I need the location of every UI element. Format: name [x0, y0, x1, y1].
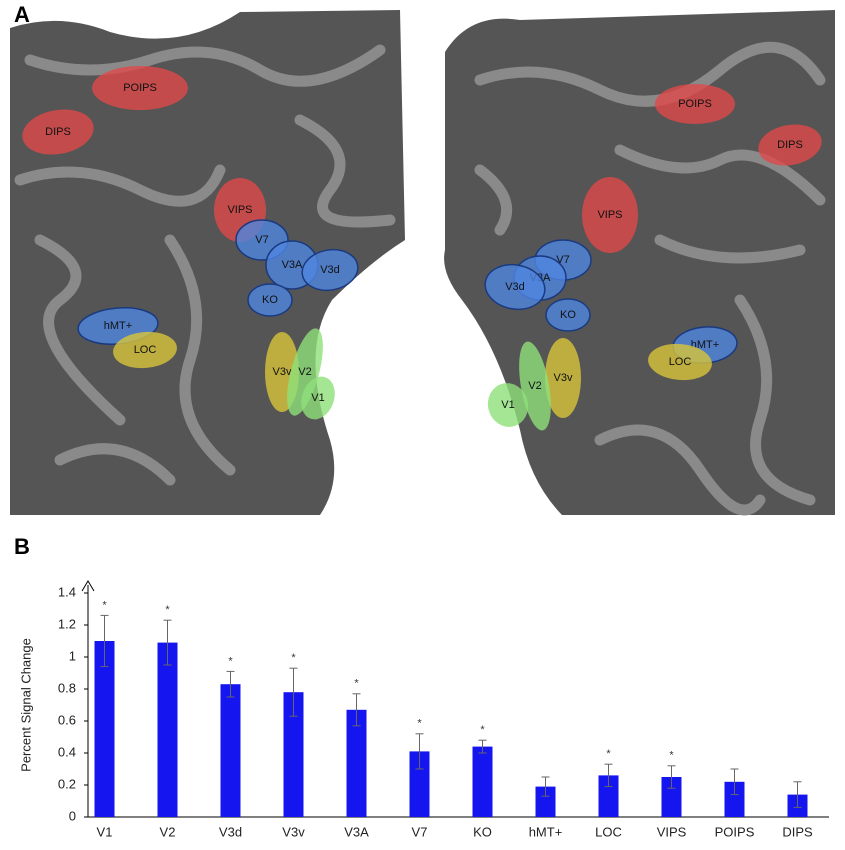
- bar: [724, 781, 745, 817]
- error-bar: [163, 619, 172, 666]
- roi-label: V3v: [273, 366, 292, 378]
- error-bar: [604, 763, 613, 788]
- roi: [758, 124, 822, 166]
- error-bar: [415, 733, 424, 770]
- roi-label: POIPS: [123, 82, 157, 94]
- roi: [301, 376, 335, 420]
- roi-label: V7: [255, 234, 268, 246]
- roi-label: KO: [262, 294, 278, 306]
- x-tick-label: DIPS: [782, 824, 813, 839]
- y-axis-arrow: [81, 580, 95, 592]
- bar: [409, 751, 430, 817]
- roi: [247, 283, 293, 317]
- roi: [655, 84, 735, 124]
- roi: [287, 328, 323, 416]
- bar: [598, 775, 619, 817]
- panel-label: A: [14, 2, 30, 27]
- roi-label: V3d: [320, 264, 340, 276]
- x-tick-label: V3d: [219, 824, 242, 839]
- error-bar: [667, 765, 676, 789]
- bar: [535, 786, 556, 817]
- significance-mark: *: [228, 655, 233, 667]
- error-bar: [730, 768, 739, 796]
- x-tick-label: V3v: [282, 824, 305, 839]
- bar: [157, 642, 178, 817]
- roi: [487, 383, 529, 427]
- significance-mark: *: [165, 604, 170, 616]
- roi-label: V3v: [554, 372, 573, 384]
- significance-mark: *: [480, 724, 485, 736]
- roi-label: hMT+: [104, 320, 132, 332]
- y-tick-label: 1.2: [58, 616, 76, 631]
- y-tick-label: 1.4: [58, 584, 76, 599]
- error-bar: [478, 739, 487, 754]
- roi-label: V1: [311, 392, 324, 404]
- y-tick-label: 0: [69, 808, 76, 823]
- roi-label: VIPS: [597, 209, 622, 221]
- error-bar: [289, 667, 298, 717]
- roi-label: DIPS: [45, 126, 71, 138]
- roi: [301, 248, 359, 292]
- error-bar: [100, 614, 109, 668]
- error-bar: [541, 776, 550, 797]
- significance-mark: *: [669, 750, 674, 762]
- x-tick-label: V2: [160, 824, 176, 839]
- right-hemisphere: [444, 10, 835, 515]
- bar: [220, 684, 241, 817]
- y-axis-title: Percent Signal Change: [18, 638, 33, 772]
- roi: [582, 177, 638, 253]
- roi-label: V2: [528, 380, 541, 392]
- x-tick-label: POIPS: [715, 824, 755, 839]
- roi-label: LOC: [134, 344, 157, 356]
- bar: [346, 709, 367, 817]
- significance-mark: *: [606, 748, 611, 760]
- sulci: [14, 41, 826, 516]
- roi: [22, 109, 94, 155]
- x-tick-label: V3A: [344, 824, 369, 839]
- x-tick-label: V1: [97, 824, 113, 839]
- roi: [545, 298, 591, 332]
- error-bar: [793, 781, 802, 808]
- roi: [648, 343, 712, 381]
- roi-label: DIPS: [777, 139, 803, 151]
- x-tick-label: hMT+: [529, 824, 563, 839]
- significance-mark: *: [102, 599, 107, 611]
- x-tick-label: LOC: [595, 824, 622, 839]
- significance-mark: *: [291, 652, 296, 664]
- bar: [472, 746, 493, 817]
- y-tick-label: 0.6: [58, 712, 76, 727]
- roi: [545, 338, 581, 418]
- roi: [113, 331, 177, 369]
- y-tick-label: 0.2: [58, 776, 76, 791]
- y-tick-label: 1: [69, 648, 76, 663]
- roi-label: V3d: [505, 281, 525, 293]
- bar: [661, 777, 682, 817]
- x-tick-label: VIPS: [657, 824, 687, 839]
- x-tick-label: KO: [473, 824, 492, 839]
- panel-label: B: [14, 534, 30, 559]
- roi-label: KO: [560, 309, 576, 321]
- significance-mark: *: [417, 718, 422, 730]
- y-tick-label: 0.8: [58, 680, 76, 695]
- roi-label: V1: [501, 399, 514, 411]
- error-bar: [352, 693, 361, 727]
- x-tick-label: V7: [412, 824, 428, 839]
- significance-mark: *: [354, 678, 359, 690]
- error-bar: [226, 670, 235, 698]
- roi-label: V2: [298, 366, 311, 378]
- roi: [92, 66, 188, 110]
- roi: [484, 263, 546, 311]
- roi-label: VIPS: [227, 204, 252, 216]
- bar: [283, 692, 304, 817]
- roi-label: V3A: [282, 259, 303, 271]
- bar: [94, 641, 115, 817]
- y-tick-label: 0.4: [58, 744, 76, 759]
- roi-label: POIPS: [678, 98, 712, 110]
- roi-label: LOC: [669, 356, 692, 368]
- roi-label: hMT+: [691, 339, 719, 351]
